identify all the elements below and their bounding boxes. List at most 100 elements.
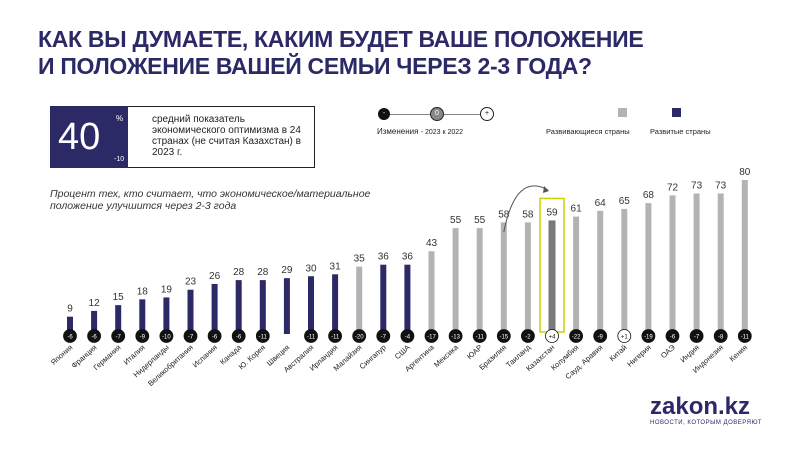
category-label: Испания: [191, 343, 219, 370]
change-label: -13: [451, 335, 460, 341]
bar: [139, 299, 146, 334]
change-marker: [400, 329, 415, 343]
bar: [259, 280, 266, 334]
change-label: -20: [355, 335, 364, 341]
change-label: -6: [236, 335, 242, 341]
group-legend: Развивающиеся страны Развитые страны: [546, 108, 716, 148]
change-marker: [521, 329, 535, 343]
change-legend: - 0 + Изменения - 2023 к 2022: [377, 107, 507, 150]
bar: [548, 220, 556, 334]
change-marker: [545, 329, 559, 343]
page-title: КАК ВЫ ДУМАЕТЕ, КАКИМ БУДЕТ ВАШЕ ПОЛОЖЕН…: [38, 26, 778, 80]
change-label: -17: [427, 335, 436, 341]
logo: zakon.kz НОВОСТИ, КОТОРЫМ ДОВЕРЯЮТ: [650, 393, 770, 427]
logo-name: zakon.kz: [650, 393, 751, 420]
value-label: 12: [89, 298, 101, 309]
change-label: -7: [116, 335, 122, 341]
bar: [283, 278, 290, 334]
change-legend-label: Изменения - 2023 к 2022: [377, 127, 507, 136]
change-marker: [63, 329, 77, 343]
kpi-unit: %: [116, 114, 124, 123]
change-marker: [713, 329, 728, 343]
bar: [452, 228, 459, 334]
title-line-2: И ПОЛОЖЕНИЕ ВАШЕЙ СЕМЬИ ЧЕРЕЗ 2-3 ГОДА?: [38, 53, 592, 79]
value-label: 58: [522, 209, 534, 220]
bar: [332, 274, 339, 334]
bar: [621, 208, 628, 334]
value-label: 73: [691, 180, 703, 191]
value-label: 30: [305, 263, 317, 274]
change-marker: [328, 329, 343, 343]
bar: [115, 305, 122, 334]
developed-label: Развитые страны: [650, 127, 711, 136]
value-label: 9: [67, 304, 73, 315]
developing-label: Развивающиеся страны: [546, 127, 630, 136]
change-marker: [689, 329, 704, 343]
value-label: 18: [137, 286, 149, 297]
bar: [380, 264, 387, 334]
value-label: 23: [185, 277, 197, 288]
bar: [524, 222, 531, 334]
change-marker: [569, 329, 583, 343]
category-label: США: [393, 343, 412, 361]
category-label: Мексика: [432, 342, 461, 369]
kpi-description: средний показатель экономического оптими…: [152, 114, 301, 158]
bar: [669, 195, 676, 334]
change-marker: [87, 329, 101, 343]
change-marker: [111, 329, 126, 343]
change-label: -22: [572, 335, 581, 341]
change-label: -2: [525, 335, 531, 341]
developed-swatch: [672, 108, 681, 117]
bar: [476, 228, 483, 334]
value-label: 64: [595, 198, 607, 209]
value-label: 61: [571, 204, 583, 215]
bar: [428, 251, 435, 334]
category-label: Кения: [728, 343, 750, 364]
bar: [67, 316, 73, 334]
value-label: 80: [739, 167, 751, 178]
change-label: -11: [476, 335, 485, 341]
kpi-change: -10: [114, 156, 125, 163]
change-label: -8: [718, 335, 724, 341]
value-label: 55: [474, 215, 486, 226]
value-label: 73: [715, 180, 727, 191]
bar: [645, 203, 652, 334]
arrow-head-icon: [543, 186, 549, 193]
value-label: 36: [402, 252, 414, 263]
change-label: -7: [381, 335, 387, 341]
bar: [163, 297, 170, 334]
change-marker: [737, 329, 752, 343]
change-legend-main: Изменения: [377, 127, 419, 136]
change-label: -11: [331, 335, 340, 341]
bar: [741, 180, 748, 334]
arrow-curve: [503, 185, 549, 233]
change-label: -4: [405, 335, 411, 341]
category-label: Сингапур: [358, 343, 388, 371]
change-label: -10: [162, 335, 171, 341]
value-label: 15: [113, 292, 125, 303]
category-label: Китай: [608, 343, 629, 363]
zero-marker-icon: 0: [430, 107, 444, 121]
change-label: -6: [670, 335, 676, 341]
value-label: 68: [643, 190, 655, 201]
change-label: -15: [499, 335, 508, 341]
category-label: ОАЭ: [659, 342, 677, 360]
change-label: +1: [621, 335, 629, 341]
bar: [308, 276, 314, 334]
bar: [211, 283, 218, 334]
change-marker: [183, 329, 198, 343]
logo-tagline: НОВОСТИ, КОТОРЫМ ДОВЕРЯЮТ: [650, 420, 762, 426]
category-label: ЮАР: [465, 343, 484, 361]
plus-marker-icon: +: [480, 107, 494, 121]
change-marker: [496, 329, 511, 343]
title-line-1: КАК ВЫ ДУМАЕТЕ, КАКИМ БУДЕТ ВАШЕ ПОЛОЖЕН…: [38, 26, 644, 52]
value-label: 59: [546, 207, 558, 218]
value-label: 55: [450, 215, 462, 226]
kpi-frame: [128, 106, 315, 168]
category-label: Ю. Корея: [237, 343, 267, 372]
change-label: +4: [549, 335, 557, 341]
change-marker: [448, 329, 463, 343]
change-label: -6: [212, 335, 218, 341]
change-label: -11: [259, 335, 268, 341]
kpi-value: 40: [58, 116, 101, 158]
